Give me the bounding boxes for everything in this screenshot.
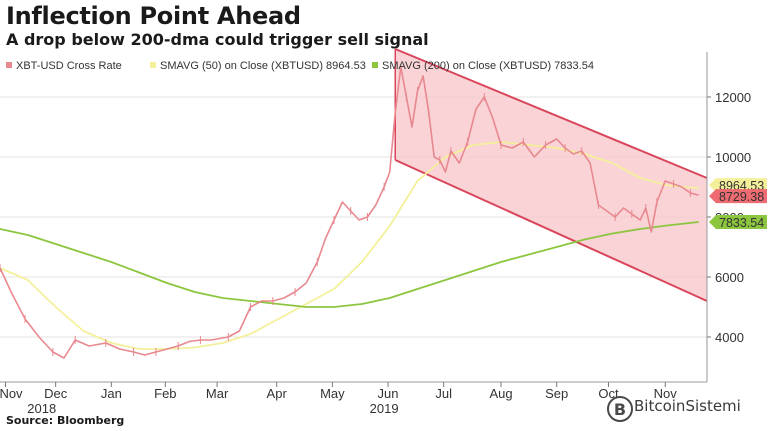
x-tick-label: Mar	[206, 386, 229, 401]
legend-swatch	[150, 62, 156, 68]
y-tick-label: 12000	[715, 90, 751, 105]
value-badge-label: 8729.38	[719, 190, 764, 204]
x-tick-label: Nov	[654, 386, 678, 401]
x-tick-label: Oct	[598, 386, 619, 401]
value-badge-bg	[709, 214, 767, 229]
legend-swatch	[372, 62, 378, 68]
watermark: B BitcoinSistemi	[606, 392, 766, 424]
watermark-text: BitcoinSistemi	[634, 397, 741, 415]
legend-label: XBT-USD Cross Rate	[16, 60, 122, 72]
legend-label: SMAVG (200) on Close (XBTUSD) 7833.54	[382, 60, 594, 72]
chart-title: Inflection Point Ahead	[6, 2, 301, 30]
legend-swatch	[6, 62, 12, 68]
y-tick-label: 6000	[715, 270, 744, 285]
channel-upper-line	[394, 48, 708, 179]
x-year-label: 2019	[370, 401, 399, 416]
series-line-smavg-200	[0, 221, 699, 308]
x-tick-label: May	[320, 386, 345, 401]
channel-fill	[395, 49, 707, 301]
y-tick-label: 4000	[715, 330, 744, 345]
x-tick-label: Sep	[545, 386, 568, 401]
x-axis: Nov Dec Jan Feb Mar Apr May Jun Jul Aug Sep Oct Nov 2…	[0, 381, 707, 416]
y-tick-label: 10000	[715, 150, 751, 165]
chart-subtitle: A drop below 200-dma could trigger sell …	[6, 30, 429, 49]
series-line-xbt-usd-cross-rate	[0, 66, 699, 359]
x-tick-label: Feb	[154, 386, 176, 401]
channel-lower-line	[394, 159, 708, 302]
trend-channel	[394, 48, 708, 302]
legend: XBT-USD Cross Rate SMAVG (50) on Close (X…	[6, 60, 594, 72]
legend-label: SMAVG (50) on Close (XBTUSD) 8964.53	[160, 60, 366, 72]
series-line-smavg-50	[0, 141, 699, 350]
x-tick-label: Dec	[44, 386, 68, 401]
bitcoin-logo-icon: B	[607, 396, 633, 422]
x-tick-label: Aug	[489, 386, 512, 401]
source-note: Source: Bloomberg	[6, 414, 125, 427]
value-badge-label: 7833.54	[719, 216, 764, 230]
x-tick-label: Jul	[435, 386, 452, 401]
svg-text:B: B	[614, 400, 626, 419]
x-year-label: 2018	[27, 401, 56, 416]
value-badge-bg	[709, 189, 767, 204]
x-tick-label: Nov	[0, 386, 23, 401]
x-tick-label: Apr	[267, 386, 288, 401]
series-lines	[0, 66, 699, 359]
x-tick-label: Jun	[378, 386, 399, 401]
x-tick-label: Jan	[101, 386, 122, 401]
value-badge-bg	[709, 178, 767, 193]
